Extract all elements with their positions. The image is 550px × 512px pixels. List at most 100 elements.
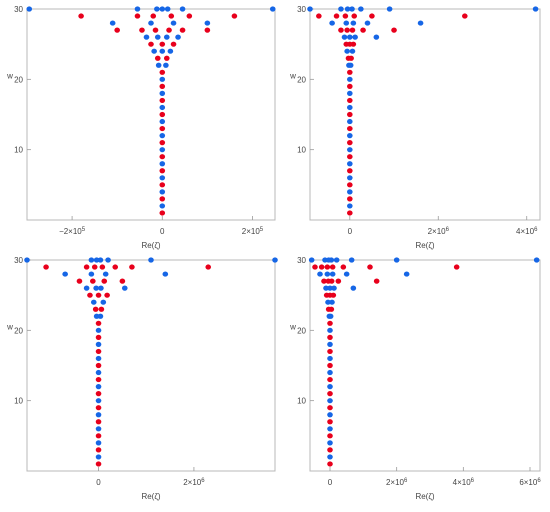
- data-point-blue: [88, 257, 95, 263]
- y-axis-label: w: [289, 323, 296, 332]
- data-point-red: [328, 278, 335, 284]
- data-point-blue: [95, 412, 102, 418]
- chart-panel-2: 0 2×106 4×106 10 20 30 Re(ζ) w: [289, 5, 541, 250]
- data-point-blue: [347, 34, 353, 40]
- data-point-red: [95, 419, 102, 425]
- data-point-blue: [269, 6, 276, 12]
- data-point-blue: [347, 76, 353, 82]
- data-point-red: [95, 405, 102, 411]
- data-point-blue: [154, 6, 160, 12]
- data-point-red: [348, 55, 354, 61]
- data-point-blue: [347, 104, 353, 111]
- data-point-red: [159, 69, 166, 75]
- data-point-blue: [62, 271, 68, 277]
- data-point-red: [327, 405, 333, 411]
- data-point-blue: [327, 313, 334, 319]
- data-point-blue: [348, 257, 355, 263]
- data-point-red: [347, 111, 353, 118]
- y-axis-label: w: [6, 72, 13, 81]
- data-point-red: [95, 376, 102, 383]
- data-point-blue: [327, 398, 333, 404]
- data-point-red: [170, 41, 177, 47]
- data-point-red: [335, 278, 342, 284]
- data-point-red: [328, 306, 335, 312]
- data-point-blue: [179, 6, 186, 12]
- x-tick-label: 4×106: [453, 478, 475, 487]
- data-point-blue: [317, 271, 323, 277]
- data-point-red: [95, 334, 102, 340]
- data-point-red: [321, 278, 327, 284]
- plot-frame: [26, 8, 276, 221]
- data-point-blue: [393, 257, 400, 263]
- x-tick-label: 0: [160, 227, 165, 236]
- x-tick-label: 6×106: [519, 478, 541, 487]
- data-point-red: [453, 264, 460, 270]
- chart-panel-3: 0 2×106 10 20 30 Re(ζ) w: [6, 256, 278, 501]
- data-point-blue: [364, 20, 371, 26]
- data-point-red: [159, 125, 166, 132]
- data-point-blue: [327, 369, 333, 376]
- data-point-blue: [105, 257, 111, 263]
- data-point-blue: [148, 257, 154, 263]
- plot-frame: [26, 259, 276, 472]
- data-point-blue: [121, 285, 128, 291]
- data-point-red: [150, 13, 157, 19]
- data-point-red: [90, 278, 96, 284]
- data-point-red: [327, 461, 333, 467]
- data-point-blue: [97, 257, 104, 263]
- data-point-red: [327, 419, 333, 425]
- x-tick-label: 2×106: [386, 478, 408, 487]
- data-point-red: [327, 447, 333, 453]
- data-point-red: [327, 348, 333, 355]
- data-point-blue: [134, 6, 141, 12]
- data-point-blue: [327, 285, 333, 291]
- data-point-red: [347, 97, 353, 104]
- y-tick-label: 10: [297, 146, 306, 155]
- data-point-blue: [338, 6, 344, 12]
- data-point-blue: [167, 48, 174, 54]
- x-tick-label: 0: [348, 227, 353, 236]
- data-point-blue: [329, 299, 335, 305]
- data-point-red: [139, 27, 145, 33]
- data-point-red: [347, 83, 353, 89]
- data-point-red: [324, 264, 331, 270]
- x-tick-label: −2×105: [59, 227, 86, 236]
- x-tick-label: 0: [328, 478, 333, 487]
- data-point-red: [99, 264, 106, 270]
- data-point-red: [159, 111, 166, 118]
- data-point-blue: [159, 90, 166, 96]
- x-tick-label: 4×106: [516, 227, 538, 236]
- data-point-blue: [88, 271, 95, 277]
- data-point-blue: [148, 20, 154, 26]
- data-point-red: [159, 168, 166, 174]
- y-axis-label: w: [6, 323, 13, 332]
- data-point-blue: [159, 76, 166, 82]
- data-point-red: [163, 55, 170, 61]
- data-point-blue: [154, 34, 161, 40]
- data-point-blue: [358, 6, 364, 12]
- data-point-red: [152, 27, 159, 33]
- data-point-red: [391, 27, 397, 33]
- y-tick-label: 30: [297, 256, 306, 265]
- data-point-red: [360, 27, 366, 33]
- data-point-red: [347, 168, 353, 174]
- data-point-red: [327, 376, 333, 383]
- data-point-blue: [347, 133, 353, 139]
- data-point-red: [95, 461, 102, 467]
- data-point-red: [91, 264, 98, 270]
- data-point-red: [95, 362, 102, 369]
- data-point-blue: [347, 175, 353, 181]
- data-point-red: [350, 41, 357, 47]
- data-point-blue: [98, 285, 104, 291]
- data-point-red: [95, 433, 102, 439]
- data-point-red: [204, 27, 211, 33]
- data-point-blue: [333, 257, 340, 263]
- data-point-red: [87, 292, 93, 298]
- data-point-red: [327, 362, 333, 369]
- data-point-red: [327, 320, 333, 326]
- data-point-blue: [159, 189, 166, 195]
- data-point-red: [347, 196, 353, 202]
- data-point-blue: [159, 6, 166, 12]
- data-point-blue: [417, 20, 424, 26]
